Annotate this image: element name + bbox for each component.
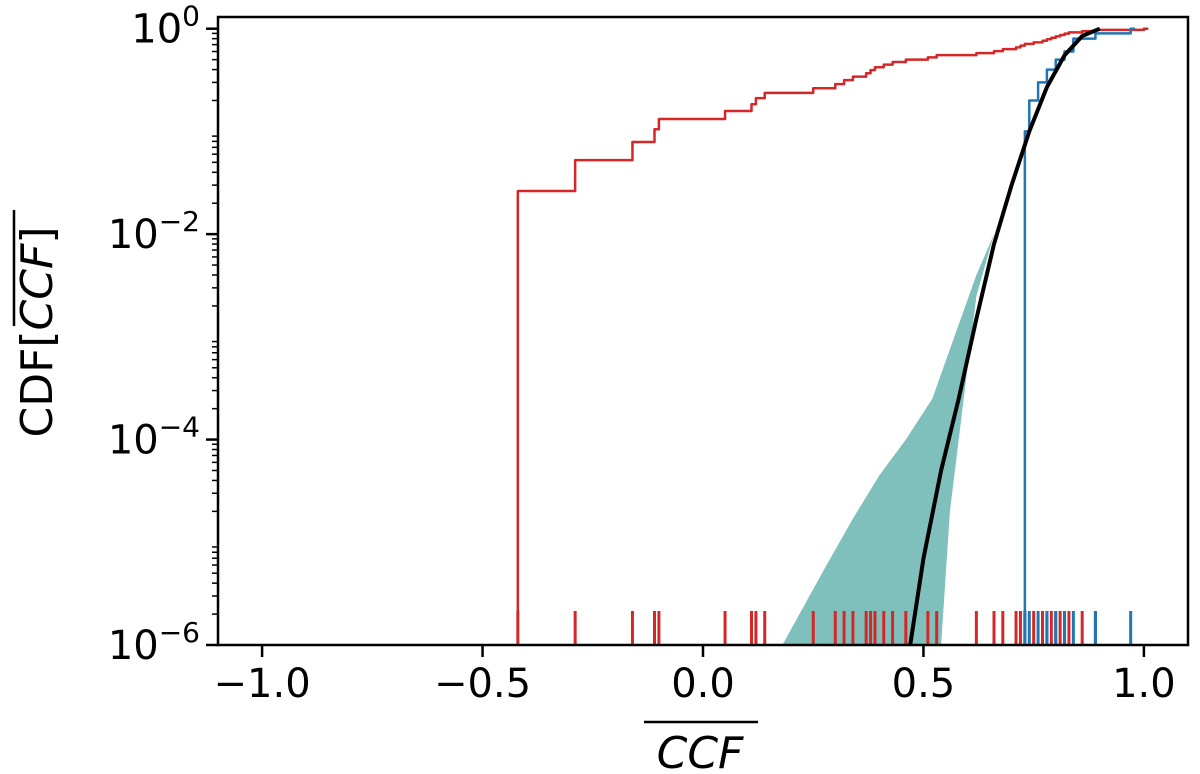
confidence-band (782, 185, 1012, 645)
x-axis: −1.0 −0.5 0.0 0.5 1.0 (214, 645, 1176, 707)
x-tick-label: −0.5 (434, 661, 531, 707)
series-line-1 (516, 27, 1149, 645)
series-line-3 (908, 26, 1101, 645)
x-tick-label: −1.0 (214, 661, 311, 707)
y-axis-label-suffix: ] (12, 226, 63, 243)
y-axis-label-prefix: CDF[ (12, 330, 63, 437)
y-tick-label: 10−2 (108, 205, 200, 258)
svg-text:CDF[CCF]: CDF[CCF] (12, 226, 63, 437)
x-axis-label: CCF (657, 728, 744, 774)
series-line-2 (1023, 27, 1136, 645)
plot-content (516, 26, 1149, 645)
x-tick-label: 0.5 (892, 661, 956, 707)
y-axis: 10−6 10−4 10−2 100 (108, 0, 218, 669)
plot-frame (216, 15, 1190, 647)
y-tick-label: 10−4 (108, 411, 200, 464)
x-tick-label: 0.0 (671, 661, 735, 707)
y-tick-label: 10−6 (108, 616, 200, 669)
y-axis-label: CDF[CCF] (12, 210, 63, 438)
y-axis-label-var: CCF (12, 243, 63, 330)
x-tick-label: 1.0 (1112, 661, 1176, 707)
y-tick-label: 100 (131, 0, 200, 53)
